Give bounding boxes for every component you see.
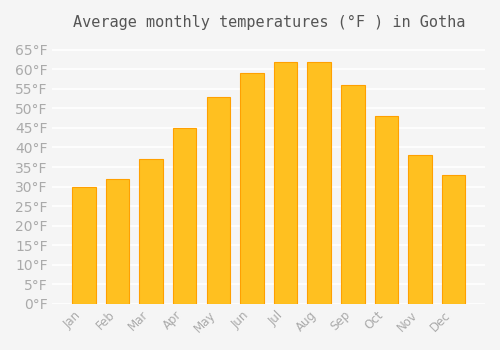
Title: Average monthly temperatures (°F ) in Gotha: Average monthly temperatures (°F ) in Go… <box>72 15 465 30</box>
Bar <box>308 62 331 304</box>
Bar <box>240 73 264 304</box>
Bar <box>206 97 230 304</box>
Bar <box>72 187 96 304</box>
Bar <box>341 85 364 304</box>
Bar <box>408 155 432 304</box>
Bar <box>442 175 466 304</box>
Bar <box>274 62 297 304</box>
Bar <box>374 116 398 304</box>
Bar <box>140 159 163 304</box>
Bar <box>106 179 130 304</box>
Bar <box>173 128 197 304</box>
